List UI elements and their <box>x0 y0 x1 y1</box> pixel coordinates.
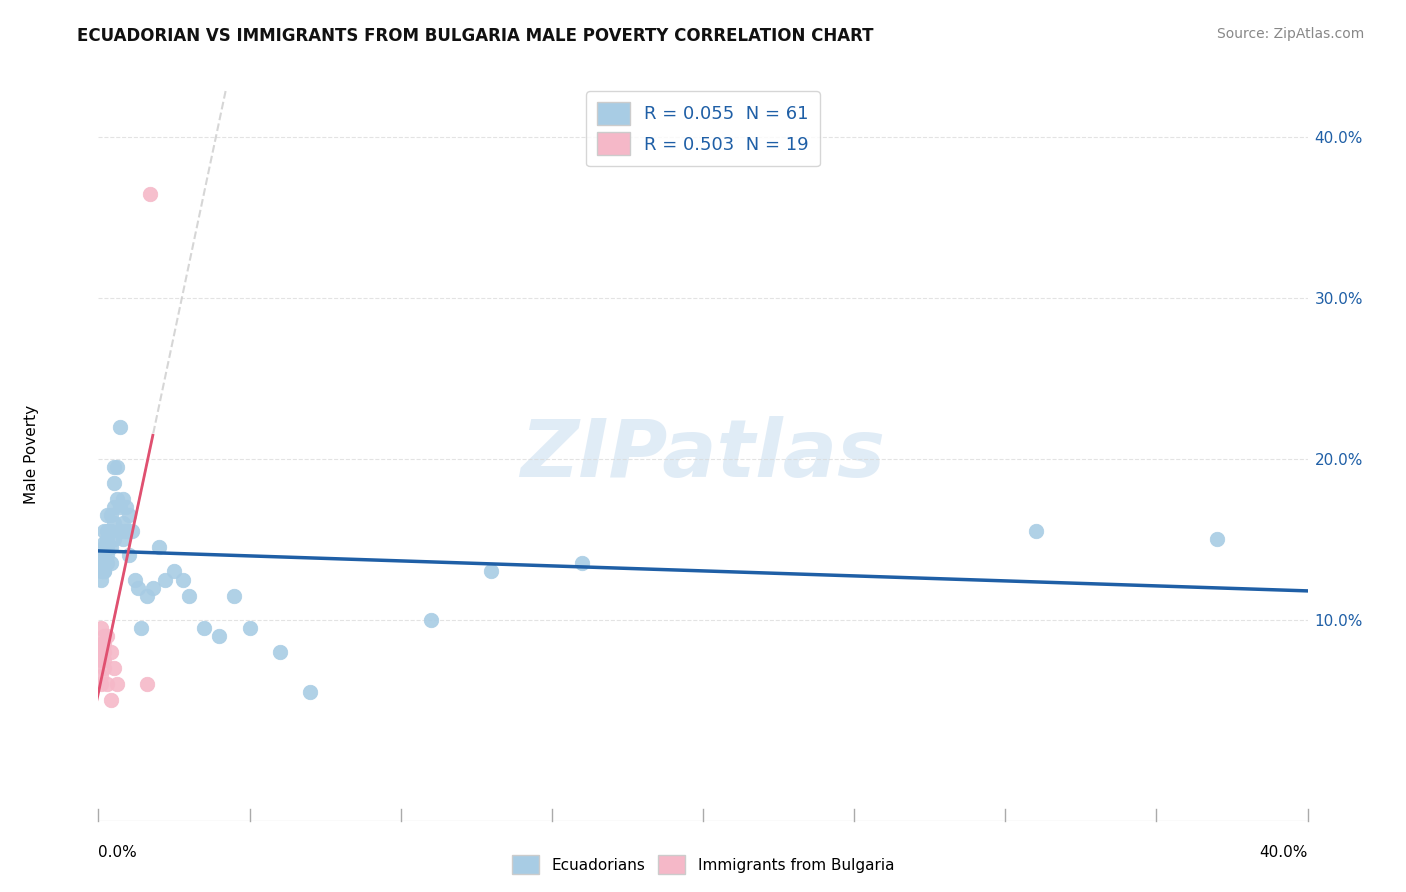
Point <box>172 573 194 587</box>
Point <box>127 581 149 595</box>
Point <box>93 551 115 566</box>
Point <box>103 533 125 547</box>
Point <box>224 589 246 603</box>
Point <box>139 186 162 201</box>
Point <box>93 541 115 555</box>
Point <box>93 637 115 651</box>
Point <box>93 653 115 667</box>
Point <box>93 645 115 659</box>
Text: 40.0%: 40.0% <box>1260 845 1308 860</box>
Point <box>90 645 112 659</box>
Point <box>105 677 128 691</box>
Text: Male Poverty: Male Poverty <box>24 405 39 505</box>
Point <box>96 557 118 571</box>
Point <box>111 492 134 507</box>
Point <box>90 621 112 635</box>
Text: 0.0%: 0.0% <box>98 845 138 860</box>
Point <box>96 524 118 539</box>
Point <box>100 524 122 539</box>
Point <box>1206 533 1229 547</box>
Text: ZIPatlas: ZIPatlas <box>520 416 886 494</box>
Text: Source: ZipAtlas.com: Source: ZipAtlas.com <box>1216 27 1364 41</box>
Point <box>135 589 157 603</box>
Point <box>105 460 128 475</box>
Point <box>96 629 118 643</box>
Point <box>111 516 134 531</box>
Point <box>121 524 143 539</box>
Point <box>103 460 125 475</box>
Point <box>153 573 176 587</box>
Point <box>163 565 186 579</box>
Point <box>103 476 125 491</box>
Point <box>239 621 262 635</box>
Point <box>420 613 443 627</box>
Point <box>100 508 122 523</box>
Point <box>96 541 118 555</box>
Point <box>100 645 122 659</box>
Point <box>114 500 136 515</box>
Point <box>118 508 141 523</box>
Point <box>90 573 112 587</box>
Point <box>103 661 125 675</box>
Point <box>481 565 503 579</box>
Legend: R = 0.055  N = 61, R = 0.503  N = 19: R = 0.055 N = 61, R = 0.503 N = 19 <box>586 91 820 166</box>
Point <box>96 677 118 691</box>
Point <box>100 541 122 555</box>
Point <box>103 516 125 531</box>
Point <box>114 524 136 539</box>
Point <box>118 549 141 563</box>
Point <box>90 557 112 571</box>
Point <box>90 637 112 651</box>
Point <box>96 533 118 547</box>
Point <box>90 677 112 691</box>
Point <box>571 557 593 571</box>
Point <box>90 653 112 667</box>
Point <box>93 661 115 675</box>
Point <box>96 508 118 523</box>
Point <box>179 589 201 603</box>
Point <box>105 492 128 507</box>
Point <box>90 549 112 563</box>
Point <box>93 565 115 579</box>
Point <box>93 535 115 549</box>
Point <box>208 629 231 643</box>
Point <box>100 557 122 571</box>
Point <box>1024 524 1046 539</box>
Point <box>93 524 115 539</box>
Point <box>299 685 322 699</box>
Point <box>90 565 112 579</box>
Point <box>108 524 131 539</box>
Point <box>129 621 152 635</box>
Point <box>135 677 157 691</box>
Point <box>111 533 134 547</box>
Point <box>90 669 112 683</box>
Legend: Ecuadorians, Immigrants from Bulgaria: Ecuadorians, Immigrants from Bulgaria <box>506 849 900 880</box>
Point <box>269 645 291 659</box>
Point <box>124 573 146 587</box>
Point <box>96 549 118 563</box>
Point <box>100 693 122 707</box>
Point <box>103 500 125 515</box>
Point <box>93 549 115 563</box>
Point <box>142 581 165 595</box>
Text: ECUADORIAN VS IMMIGRANTS FROM BULGARIA MALE POVERTY CORRELATION CHART: ECUADORIAN VS IMMIGRANTS FROM BULGARIA M… <box>77 27 875 45</box>
Point <box>148 541 170 555</box>
Point <box>93 629 115 643</box>
Point <box>108 419 131 434</box>
Point <box>93 565 115 579</box>
Point <box>90 557 112 571</box>
Point <box>193 621 215 635</box>
Point <box>108 500 131 515</box>
